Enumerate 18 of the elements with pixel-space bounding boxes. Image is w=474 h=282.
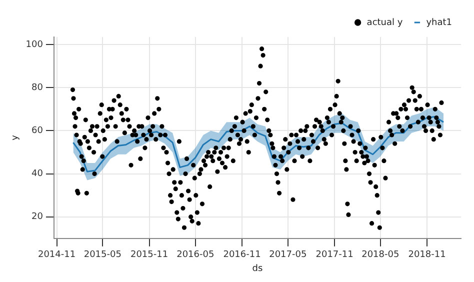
y-tick-label: 40 [32,169,44,180]
y-tick-label: 20 [32,212,44,222]
x-tick-label: 2016-11 [223,250,261,260]
legend-label: actual y [366,18,404,28]
y-tick-label: 60 [32,126,44,136]
x-tick-label: 2016-05 [176,250,214,260]
y-tick-label: 100 [26,40,44,50]
legend-label: yhat1 [426,18,452,28]
x-tick-label: 2018-11 [408,250,446,260]
x-tick-label: 2017-11 [316,250,354,260]
x-axis-title: ds [252,264,263,274]
y-tick-label: 80 [32,82,44,93]
y-axis-title: y [10,134,21,140]
x-tick-label: 2015-05 [84,250,122,260]
x-tick-label: 2017-05 [269,250,307,260]
x-tick-label: 2018-05 [362,250,400,260]
x-tick-label: 2015-11 [130,250,168,260]
x-tick-label: 2014-11 [38,250,76,260]
